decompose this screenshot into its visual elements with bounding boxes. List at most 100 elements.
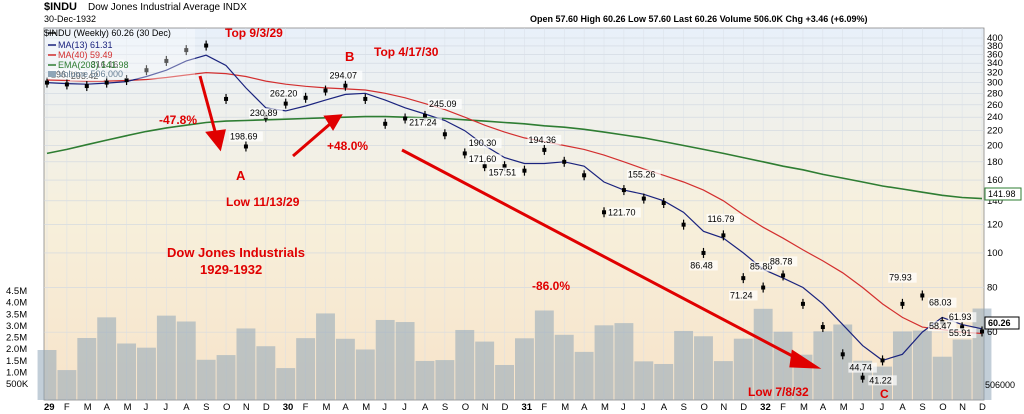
volume-bar (574, 351, 594, 400)
volume-bar (435, 360, 455, 400)
y-tick-label: 80 (987, 283, 998, 294)
point-label-bg (328, 70, 363, 81)
volume-bar (455, 329, 475, 400)
x-tick-label: F (303, 402, 309, 413)
x-tick-label: M (323, 402, 331, 413)
point-label: 296.51 (51, 69, 79, 79)
volume-bar (77, 338, 97, 400)
point-label: 230.89 (250, 108, 278, 118)
x-tick-label: J (382, 402, 387, 413)
x-tick-label: F (541, 402, 547, 413)
price-bar-body (283, 101, 288, 106)
point-label-bg (706, 213, 741, 224)
volume-tick-label: 1.0M (6, 367, 27, 378)
point-label-bg (689, 260, 718, 271)
legend-ma40: MA(40) 59.49 (58, 50, 113, 60)
volume-bar (733, 338, 753, 400)
point-label: 58.47 (929, 321, 952, 331)
volume-bar (833, 324, 853, 400)
y-tick-label: 240 (987, 112, 1003, 123)
y-tick-label: 140 (987, 196, 1003, 207)
price-bar-body (860, 375, 865, 380)
x-tick-label: A (581, 402, 588, 413)
ma13-line (46, 54, 983, 362)
y-tick-label: 380 (987, 41, 1003, 52)
price-bar-body (960, 325, 965, 330)
ma40-line (46, 71, 983, 335)
x-tick-label: M (561, 402, 569, 413)
volume-bar (335, 338, 355, 400)
volume-bar (972, 308, 992, 400)
point-label-bg (487, 167, 522, 178)
y-tick-label: 160 (987, 175, 1003, 186)
point-label: 85.88 (750, 262, 773, 272)
volume-flag: 506000 (985, 380, 1015, 390)
x-tick-label: F (64, 402, 70, 413)
volume-bar (813, 331, 833, 400)
volume-bar (534, 310, 554, 400)
x-tick-label: J (163, 402, 168, 413)
point-label-bg (467, 138, 502, 149)
point-label-bg (927, 321, 957, 332)
volume-bar (117, 343, 137, 400)
point-label: 121.70 (608, 207, 636, 217)
y-tick-label: 260 (987, 100, 1003, 111)
x-tick-label: A (820, 402, 827, 413)
point-label-bg (848, 362, 877, 373)
volume-bar (236, 328, 256, 400)
price-bar-body (701, 250, 706, 255)
x-tick-label: M (601, 402, 609, 413)
volume-bar (97, 317, 117, 400)
price-bar-body (681, 222, 686, 227)
price-bar-body (104, 80, 109, 85)
annotation-title1: Dow Jones Industrials (167, 245, 305, 260)
point-label-bg (69, 71, 104, 82)
x-tick-label: 31 (521, 402, 532, 413)
x-tick-label: N (243, 402, 250, 413)
price-bar-body (522, 168, 527, 173)
price-bar-body (64, 82, 69, 87)
x-tick-label: J (402, 402, 407, 413)
y-tick-label: 300 (987, 78, 1003, 89)
y-tick-label: 340 (987, 58, 1003, 69)
point-label: 171.60 (469, 154, 497, 164)
x-tick-label: A (422, 402, 429, 413)
x-tick-label: S (919, 402, 925, 413)
price-bar-body (164, 58, 169, 63)
point-label: 190.30 (469, 138, 497, 148)
price-bar-body (84, 84, 89, 89)
point-label-bg (408, 117, 442, 128)
x-tick-label: S (681, 402, 687, 413)
x-tick-label: A (183, 402, 190, 413)
price-bar-body (980, 329, 984, 334)
annotation-pct3: -86.0% (532, 279, 570, 293)
price-bar-body (462, 151, 467, 156)
x-tick-label: D (502, 402, 509, 413)
quote-summary: Open 57.60 High 60.26 Low 57.60 Last 60.… (530, 14, 868, 24)
volume-bar (654, 363, 674, 400)
price-bar-body (343, 83, 348, 88)
price-bar-body (840, 352, 845, 357)
annotation-title2: 1929-1932 (200, 262, 262, 277)
volume-tick-label: 3.0M (6, 321, 27, 332)
x-tick-label: D (979, 402, 986, 413)
y-tick-label: 100 (987, 248, 1003, 259)
x-tick-label: D (263, 402, 270, 413)
volume-bar (892, 331, 912, 400)
x-tick-label: J (880, 402, 885, 413)
x-tick-label: F (780, 402, 786, 413)
volume-bar (614, 323, 634, 400)
point-label-bg (868, 375, 897, 386)
point-label: 68.03 (929, 298, 952, 308)
volume-bar (395, 322, 415, 400)
annotation-low1: Low 11/13/29 (226, 195, 300, 209)
point-label-bg (768, 256, 798, 267)
x-tick-label: J (860, 402, 865, 413)
point-label-bg (527, 134, 562, 145)
x-tick-label: S (442, 402, 448, 413)
y-tick-label: 220 (987, 126, 1003, 137)
point-label-bg (229, 131, 263, 142)
